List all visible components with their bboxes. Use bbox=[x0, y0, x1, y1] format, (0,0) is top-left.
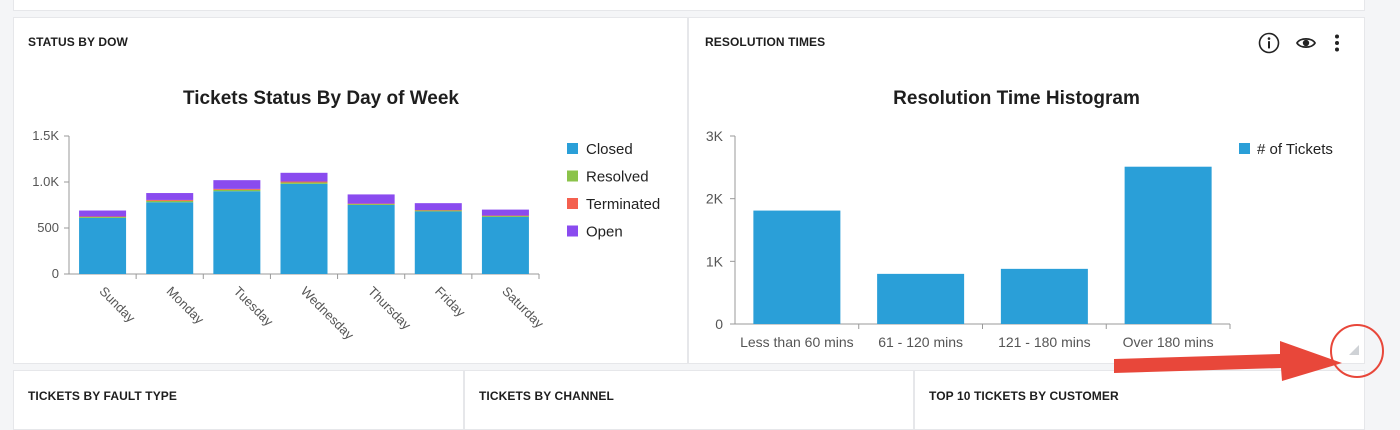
bar-segment-closed bbox=[79, 218, 126, 274]
tickets-by-channel-panel: TICKETS BY CHANNEL bbox=[464, 370, 914, 430]
bar-segment-closed bbox=[415, 211, 462, 274]
bar-segment-open bbox=[415, 203, 462, 210]
bar-segment-resolved bbox=[348, 204, 395, 205]
bar-segment-resolved bbox=[79, 217, 126, 218]
x-tick-label: 61 - 120 mins bbox=[878, 334, 963, 350]
legend-label: Closed bbox=[586, 141, 633, 158]
tickets-by-fault-type-panel: TICKETS BY FAULT TYPE bbox=[13, 370, 464, 430]
histogram-bar bbox=[1001, 269, 1088, 324]
bar-segment-resolved bbox=[213, 190, 260, 191]
x-tick-label: Saturday bbox=[499, 284, 547, 332]
x-tick-label: Wednesday bbox=[298, 284, 357, 343]
legend-swatch bbox=[567, 198, 578, 209]
info-icon[interactable] bbox=[1258, 32, 1280, 54]
annotation-arrow bbox=[1110, 335, 1350, 395]
bar-segment-open bbox=[482, 210, 529, 216]
bar-segment-resolved bbox=[482, 216, 529, 217]
y-tick-label: 2K bbox=[706, 191, 724, 207]
y-tick-label: 1K bbox=[706, 253, 724, 269]
legend-label: # of Tickets bbox=[1257, 141, 1333, 158]
top-panel-edge bbox=[13, 0, 1365, 11]
panel-title: TOP 10 TICKETS BY CUSTOMER bbox=[929, 389, 1119, 403]
resize-handle[interactable] bbox=[1349, 345, 1359, 355]
x-tick-label: Less than 60 mins bbox=[740, 334, 854, 350]
bar-segment-resolved bbox=[281, 182, 328, 183]
bar-segment-closed bbox=[482, 217, 529, 274]
chart-title: Resolution Time Histogram bbox=[893, 88, 1140, 109]
x-tick-label: Tuesday bbox=[231, 284, 277, 330]
y-tick-label: 1.5K bbox=[32, 128, 59, 143]
legend-swatch bbox=[567, 143, 578, 154]
bar-segment-closed bbox=[213, 191, 260, 274]
resolution-times-panel: RESOLUTION TIMES Resolution Time Histogr… bbox=[688, 17, 1365, 364]
status-by-dow-chart: Tickets Status By Day of Week 0 500 1.0K 1.5… bbox=[14, 18, 689, 365]
bar-segment-closed bbox=[348, 205, 395, 274]
bar-segment-resolved bbox=[415, 211, 462, 212]
y-tick-label: 0 bbox=[715, 316, 723, 332]
bar-segment-terminated bbox=[281, 182, 328, 183]
bar-segment-closed bbox=[281, 184, 328, 274]
legend-label: Resolved bbox=[586, 169, 649, 186]
histogram-bar bbox=[877, 274, 964, 324]
y-tick-label: 0 bbox=[52, 266, 59, 281]
legend-swatch bbox=[567, 171, 578, 182]
x-tick-label: Friday bbox=[432, 284, 468, 320]
y-tick-label: 1.0K bbox=[32, 174, 59, 189]
bar-segment-open bbox=[213, 180, 260, 189]
bar-segment-open bbox=[79, 211, 126, 217]
eye-icon[interactable] bbox=[1295, 32, 1317, 54]
x-tick-label: Thursday bbox=[365, 284, 414, 333]
x-tick-label: 121 - 180 mins bbox=[998, 334, 1091, 350]
status-by-dow-panel: STATUS BY DOW Tickets Status By Day of W… bbox=[13, 17, 688, 364]
resolution-time-chart: Resolution Time Histogram 0 1K 2K 3K Less tha… bbox=[689, 18, 1366, 365]
bar-segment-open bbox=[281, 173, 328, 182]
panel-title: TICKETS BY CHANNEL bbox=[479, 389, 614, 403]
x-tick-label: Monday bbox=[164, 284, 208, 328]
bar-segment-open bbox=[146, 193, 193, 200]
legend-label: Terminated bbox=[586, 196, 660, 213]
chart-title: Tickets Status By Day of Week bbox=[183, 88, 459, 109]
histogram-bar bbox=[1125, 167, 1212, 324]
histogram-bar bbox=[753, 211, 840, 324]
bar-segment-closed bbox=[146, 202, 193, 274]
legend-label: Open bbox=[586, 224, 623, 241]
bar-segment-resolved bbox=[146, 201, 193, 202]
bar-segment-terminated bbox=[213, 189, 260, 190]
y-tick-label: 3K bbox=[706, 128, 724, 144]
y-tick-label: 500 bbox=[37, 220, 59, 235]
more-vertical-icon[interactable] bbox=[1326, 32, 1348, 54]
x-tick-label: Sunday bbox=[96, 284, 138, 326]
panel-title: TICKETS BY FAULT TYPE bbox=[28, 389, 177, 403]
legend-swatch bbox=[567, 226, 578, 237]
bar-segment-open bbox=[348, 194, 395, 203]
legend-swatch bbox=[1239, 143, 1250, 154]
bar-segment-terminated bbox=[146, 200, 193, 201]
